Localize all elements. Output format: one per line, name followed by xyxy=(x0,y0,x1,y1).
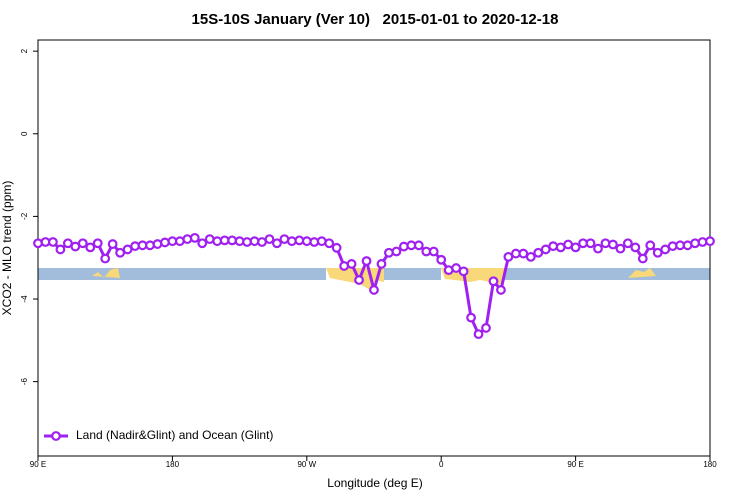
x-tick-label: 90 W xyxy=(297,460,316,469)
data-point xyxy=(548,241,559,252)
data-point xyxy=(637,253,648,264)
data-point xyxy=(152,239,163,249)
data-point xyxy=(436,254,447,265)
data-point xyxy=(525,251,536,262)
data-point xyxy=(690,238,700,249)
data-point xyxy=(189,232,200,243)
data-point xyxy=(533,247,544,258)
data-point xyxy=(645,240,656,251)
data-point xyxy=(413,240,424,251)
data-point xyxy=(324,238,335,249)
data-point xyxy=(705,236,715,247)
data-point xyxy=(503,251,514,262)
y-tick-label: -2 xyxy=(20,212,29,220)
x-tick-label: 180 xyxy=(166,460,180,469)
y-tick-label: 2 xyxy=(20,48,29,53)
data-point xyxy=(391,246,402,257)
x-tick-label: 90 E xyxy=(567,460,583,469)
land-area xyxy=(92,268,120,278)
y-tick-label: 0 xyxy=(20,131,29,136)
y-axis-label: XCO2 - MLO trend (ppm) xyxy=(0,181,14,316)
data-point xyxy=(160,237,170,248)
ocean-band xyxy=(384,268,441,280)
data-point xyxy=(85,242,96,253)
data-point xyxy=(272,238,282,249)
data-point xyxy=(451,263,462,273)
x-axis-label: Longitude (deg E) xyxy=(327,476,422,490)
data-point xyxy=(481,323,491,333)
data-point xyxy=(48,237,58,247)
data-point xyxy=(398,241,409,252)
data-point xyxy=(660,244,671,255)
y-tick-label: -4 xyxy=(20,295,29,303)
data-point xyxy=(122,244,133,255)
data-point xyxy=(488,276,499,287)
data-point xyxy=(540,244,551,255)
data-point xyxy=(518,248,529,259)
x-tick-label: 180 xyxy=(703,460,717,469)
data-point xyxy=(496,285,506,295)
data-point xyxy=(77,238,88,249)
data-point xyxy=(55,244,66,255)
land-area xyxy=(628,268,656,278)
data-point xyxy=(361,256,372,266)
data-point xyxy=(115,247,126,258)
data-point xyxy=(107,239,118,249)
surface-mask xyxy=(38,268,710,290)
data-point xyxy=(600,238,611,249)
data-point xyxy=(585,238,596,249)
data-point xyxy=(622,238,633,249)
data-point xyxy=(458,266,469,277)
data-point xyxy=(369,285,379,295)
data-point xyxy=(264,234,275,245)
ocean-band xyxy=(38,268,326,280)
data-point xyxy=(70,241,81,252)
data-point xyxy=(331,242,342,253)
data-point xyxy=(608,239,618,250)
y-tick-label: -6 xyxy=(20,378,29,386)
data-point xyxy=(33,238,43,249)
legend: Land (Nadir&Glint) and Ocean (Glint) xyxy=(44,428,273,442)
data-point xyxy=(473,329,484,340)
chart-title: 15S-10S January (Ver 10) 2015-01-01 to 2… xyxy=(192,11,559,28)
x-tick-label: 0 xyxy=(439,460,444,469)
data-point xyxy=(615,243,626,254)
data-point xyxy=(145,240,155,251)
data-point xyxy=(384,247,394,258)
data-point xyxy=(428,246,439,257)
data-point xyxy=(593,243,603,254)
data-point xyxy=(652,247,663,258)
x-tick-label: 90 E xyxy=(30,460,46,469)
data-point xyxy=(376,259,387,269)
legend-marker xyxy=(51,431,61,441)
data-point xyxy=(100,253,111,264)
data-point xyxy=(466,312,476,323)
data-point xyxy=(182,234,193,245)
data-point xyxy=(630,242,641,253)
legend-label: Land (Nadir&Glint) and Ocean (Glint) xyxy=(76,428,273,442)
data-point xyxy=(570,242,581,253)
data-point xyxy=(92,238,103,249)
data-point xyxy=(346,259,357,269)
data-point xyxy=(354,275,364,285)
ocean-band xyxy=(504,268,710,280)
data-point xyxy=(62,238,73,249)
data-point xyxy=(197,238,208,249)
